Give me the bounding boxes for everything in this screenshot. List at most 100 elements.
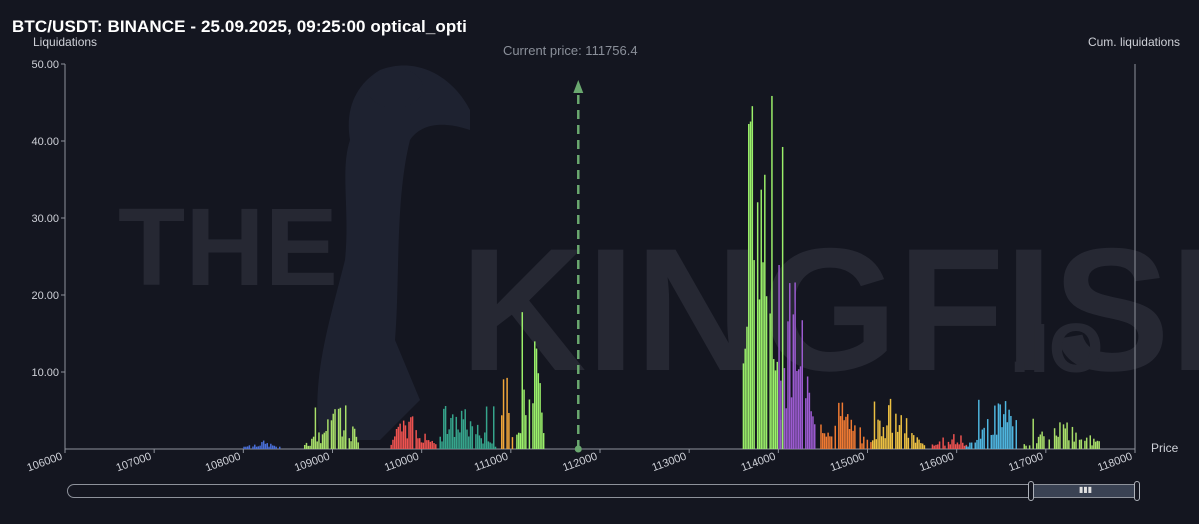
liquidation-bar [963, 445, 966, 449]
liquidation-bars [243, 95, 1100, 450]
liquidation-bar [801, 320, 803, 449]
y-tick-label: 20.00 [31, 290, 59, 302]
liquidation-bar [789, 283, 791, 449]
liquidation-bar [875, 439, 877, 449]
liquidation-bar [1048, 439, 1050, 449]
liquidation-bar [970, 442, 973, 449]
liquidation-bar [1094, 441, 1097, 449]
liquidation-bar [1036, 443, 1038, 449]
liquidation-bar [944, 445, 946, 449]
liquidation-bar [344, 405, 347, 449]
liquidation-bar [983, 427, 985, 449]
liquidation-bar [443, 408, 445, 449]
liquidation-bar [451, 414, 454, 449]
liquidation-bar [307, 445, 310, 449]
liquidation-bar [453, 436, 456, 449]
x-tick-label: 114000 [740, 451, 778, 475]
liquidation-bar [392, 439, 394, 449]
liquidation-bar [517, 432, 520, 449]
liquidation-bar [921, 443, 924, 449]
liquidation-bar [866, 439, 869, 449]
x-tick-label: 106000 [25, 451, 64, 475]
liquidation-bar [914, 442, 917, 449]
liquidation-bar [420, 442, 423, 449]
liquidation-bar [953, 434, 955, 449]
liquidation-bar [852, 430, 854, 449]
y-tick-label: 30.00 [31, 213, 59, 225]
liquidation-bar [1015, 420, 1017, 449]
liquidation-bar [312, 436, 315, 449]
liquidation-bar [511, 437, 514, 449]
liquidation-bar [482, 443, 484, 449]
liquidation-bar [408, 421, 410, 449]
liquidation-bar [1091, 445, 1093, 449]
liquidation-bar [1028, 445, 1031, 449]
liquidation-bar [748, 123, 750, 450]
liquidation-bar [785, 408, 787, 449]
scrollbar-left-handle[interactable] [1028, 481, 1034, 501]
liquidation-bar [861, 443, 863, 449]
liquidation-bar [753, 260, 755, 449]
liquidation-bar [1003, 414, 1005, 449]
liquidation-bar [938, 441, 941, 449]
liquidation-bar [854, 425, 856, 449]
liquidation-bar [942, 437, 944, 449]
liquidation-bar [1037, 436, 1040, 449]
liquidation-bar [1025, 445, 1027, 449]
liquidation-bar [303, 444, 306, 449]
liquidation-bar [916, 437, 919, 449]
liquidation-bar [426, 440, 428, 449]
liquidation-bar [399, 423, 401, 449]
watermark-kingfisher: KINGFISHER [460, 213, 1199, 408]
liquidation-bar [508, 412, 510, 449]
current-price-arrow-icon [573, 80, 584, 93]
liquidation-bar [394, 436, 396, 449]
liquidation-bar [1057, 436, 1059, 449]
liquidation-bar [523, 389, 525, 449]
liquidation-bar [900, 415, 902, 449]
kingfisher-bird-icon [317, 65, 470, 440]
liquidation-bar [1078, 439, 1081, 449]
liquidation-bar [519, 433, 522, 449]
chart-scrollbar[interactable]: ▮▮▮ [67, 481, 1140, 501]
liquidation-bar [494, 446, 497, 449]
liquidation-bar [429, 441, 432, 449]
liquidation-bar [417, 438, 419, 449]
liquidation-bar [888, 405, 890, 449]
scrollbar-thumb[interactable]: ▮▮▮ [1028, 481, 1140, 501]
watermark-io: .IO [1010, 309, 1103, 387]
y-tick-label: 10.00 [31, 367, 59, 379]
liquidation-bar [339, 407, 342, 449]
liquidation-bar [506, 377, 508, 449]
liquidation-bar [262, 440, 265, 449]
liquidation-bar [935, 444, 937, 449]
liquidation-bar [1032, 418, 1034, 449]
liquidation-bar [949, 444, 952, 449]
liquidation-bar [870, 442, 872, 449]
liquidation-bar [846, 414, 849, 449]
x-tick-label: 116000 [918, 451, 956, 475]
liquidation-bar [778, 264, 780, 449]
liquidation-bar [1068, 440, 1070, 449]
liquidation-bar [321, 434, 324, 449]
liquidation-bar [1075, 432, 1077, 449]
liquidation-bar [352, 426, 354, 449]
liquidation-bar [1085, 437, 1088, 449]
liquidation-bar [820, 424, 822, 449]
x-tick-label: 108000 [204, 451, 243, 475]
scrollbar-right-handle[interactable] [1134, 481, 1140, 501]
liquidation-bar [958, 444, 960, 449]
liquidation-bar [769, 313, 771, 449]
liquidation-bar [257, 446, 260, 449]
liquidation-bar [749, 121, 752, 449]
liquidation-bar [422, 442, 425, 449]
liquidation-bar [493, 406, 495, 449]
liquidation-bar [264, 443, 267, 449]
liquidation-bar [457, 429, 459, 449]
liquidation-bar [395, 428, 398, 449]
liquidation-bar [266, 443, 268, 449]
liquidation-bar [469, 421, 472, 449]
liquidation-bar [459, 432, 461, 449]
liquidation-bar [502, 379, 505, 449]
